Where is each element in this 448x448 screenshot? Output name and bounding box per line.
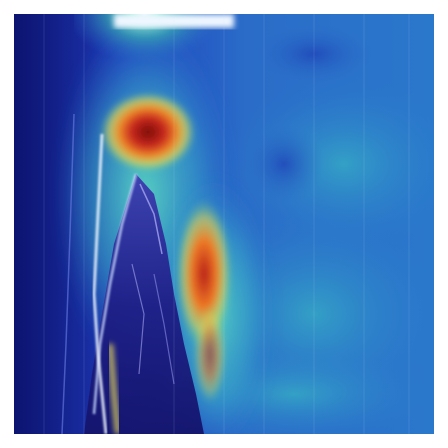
heatmap-overlay-image [14,14,434,434]
heatmap-svg [14,14,434,434]
